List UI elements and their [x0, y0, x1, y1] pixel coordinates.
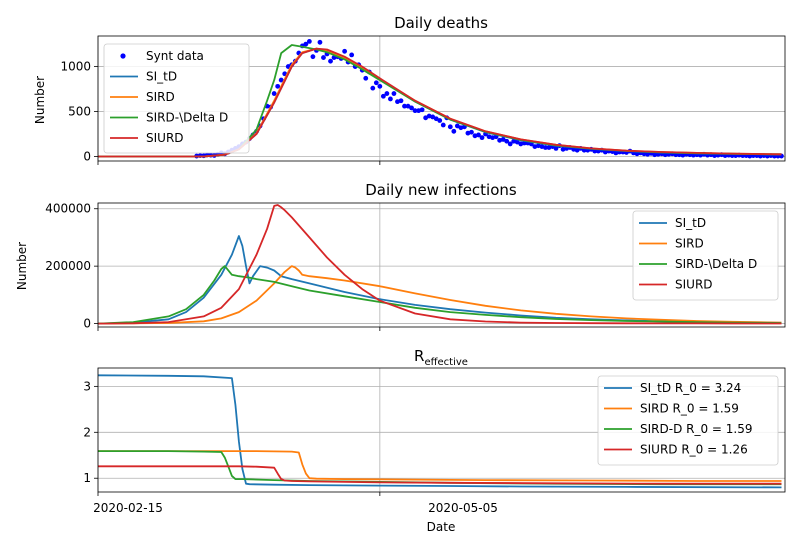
- daily-infections-title: Daily new infections: [365, 181, 517, 199]
- synt-data-point: [398, 98, 404, 104]
- series-line-1: [98, 450, 782, 482]
- synt-data-point: [363, 75, 369, 81]
- daily-infections-ylabel: Number: [15, 242, 29, 290]
- legend-box: [632, 210, 779, 301]
- synt-data-point: [370, 85, 376, 91]
- synt-data-point: [440, 122, 446, 128]
- synt-data-point: [451, 128, 457, 134]
- synt-data-point: [391, 91, 397, 96]
- legend-label: SIRD-\Delta D: [146, 111, 228, 125]
- synt-data-point: [349, 52, 355, 58]
- synt-data-point: [437, 118, 443, 123]
- y-tick-label: 1000: [60, 60, 91, 74]
- series-line-3: [98, 465, 782, 485]
- synt-data-point: [553, 146, 559, 151]
- synt-data-point: [317, 39, 323, 45]
- legend-label: SIRD: [146, 90, 175, 104]
- synt-data-point: [321, 55, 326, 60]
- synt-data-point: [469, 129, 474, 135]
- synt-data-point: [310, 54, 316, 60]
- r-effective-title: Reffective: [414, 347, 468, 368]
- daily-infections-panel: Daily new infections Number 0 200000 40000…: [15, 181, 786, 331]
- daily-deaths-title: Daily deaths: [394, 14, 488, 32]
- synt-data-point: [409, 105, 414, 111]
- synt-data-point: [543, 145, 548, 150]
- synt-data-point: [479, 135, 485, 141]
- synt-data-point: [342, 48, 348, 54]
- synt-data-point: [384, 91, 390, 96]
- series-line-1: [98, 265, 782, 325]
- legend-box: [103, 43, 250, 154]
- y-tick-label: 0: [83, 150, 91, 164]
- y-tick-label: 2: [83, 425, 91, 439]
- synt-data-point: [328, 58, 333, 64]
- synt-data-point: [447, 124, 453, 130]
- series-line-0: [98, 374, 782, 489]
- y-tick-label: 500: [68, 105, 91, 119]
- synt-data-point: [377, 83, 383, 89]
- legend-label: SI_tD: [675, 216, 706, 230]
- series-line-3: [98, 204, 782, 325]
- r-effective-panel: Reffective 1 2 3 SI_tD R_0 = 3.24 SIRD R_0 =…: [83, 347, 786, 496]
- y-tick-label: 400000: [45, 202, 91, 216]
- axes-frame: [97, 367, 786, 493]
- synt-data-series: [194, 38, 784, 159]
- daily-deaths-ylabel: Number: [33, 76, 47, 124]
- x-tick-label-mid: 2020-05-05: [428, 501, 498, 515]
- legend-label: SIRD-D R_0 = 1.59: [640, 422, 753, 436]
- daily-deaths-panel: Daily deaths Number 0 500 1000 Synt data SI_…: [33, 14, 786, 165]
- synt-data-point: [412, 108, 418, 114]
- legend: SI_tD SIRD SIRD-\Delta D SIURD: [632, 210, 779, 301]
- legend-label: SIRD: [675, 237, 704, 251]
- synt-data-point: [373, 80, 379, 86]
- axes-frame: [97, 202, 786, 328]
- y-tick-label: 1: [83, 471, 91, 485]
- legend-label: SIRD R_0 = 1.59: [640, 402, 739, 416]
- synt-data-point: [303, 41, 309, 47]
- synt-data-point: [504, 138, 510, 144]
- synt-data-point: [402, 103, 407, 109]
- synt-data-point: [306, 38, 312, 44]
- legend-label: SIURD R_0 = 1.26: [640, 443, 748, 457]
- legend-label: SIRD-\Delta D: [675, 257, 757, 271]
- r-effective-title-sub: effective: [424, 357, 467, 368]
- plot-area: [98, 204, 782, 325]
- synt-data-point: [275, 83, 281, 89]
- synt-data-point: [271, 91, 277, 96]
- synt-data-point: [388, 96, 393, 102]
- y-tick-label: 3: [83, 379, 91, 393]
- legend-label: Synt data: [146, 49, 204, 63]
- legend-label: SI_tD: [146, 70, 177, 84]
- legend-label: SIURD: [146, 131, 184, 145]
- synt-data-point: [419, 107, 425, 113]
- synt-data-point: [278, 77, 284, 83]
- legend-label: SIURD: [675, 278, 713, 292]
- plot-area: [98, 374, 782, 489]
- legend-marker: [120, 53, 126, 59]
- x-tick-label-start: 2020-02-15: [93, 501, 163, 515]
- legend-box: [597, 375, 779, 466]
- x-axis-label: Date: [427, 520, 456, 534]
- legend: SI_tD R_0 = 3.24 SIRD R_0 = 1.59 SIRD-D R_…: [597, 375, 779, 466]
- synt-data-point: [380, 93, 386, 99]
- y-tick-label: 0: [83, 317, 91, 331]
- y-tick-label: 200000: [45, 259, 91, 273]
- synt-data-point: [507, 141, 513, 147]
- legend-label: SI_tD R_0 = 3.24: [640, 381, 741, 395]
- axes-frame: [97, 35, 786, 162]
- r-effective-title-main: R: [414, 347, 424, 365]
- synt-data-point: [652, 152, 658, 158]
- series-line-2: [98, 265, 782, 325]
- legend: Synt data SI_tD SIRD SIRD-\Delta D SIURD: [103, 43, 250, 154]
- synt-data-point: [476, 132, 481, 138]
